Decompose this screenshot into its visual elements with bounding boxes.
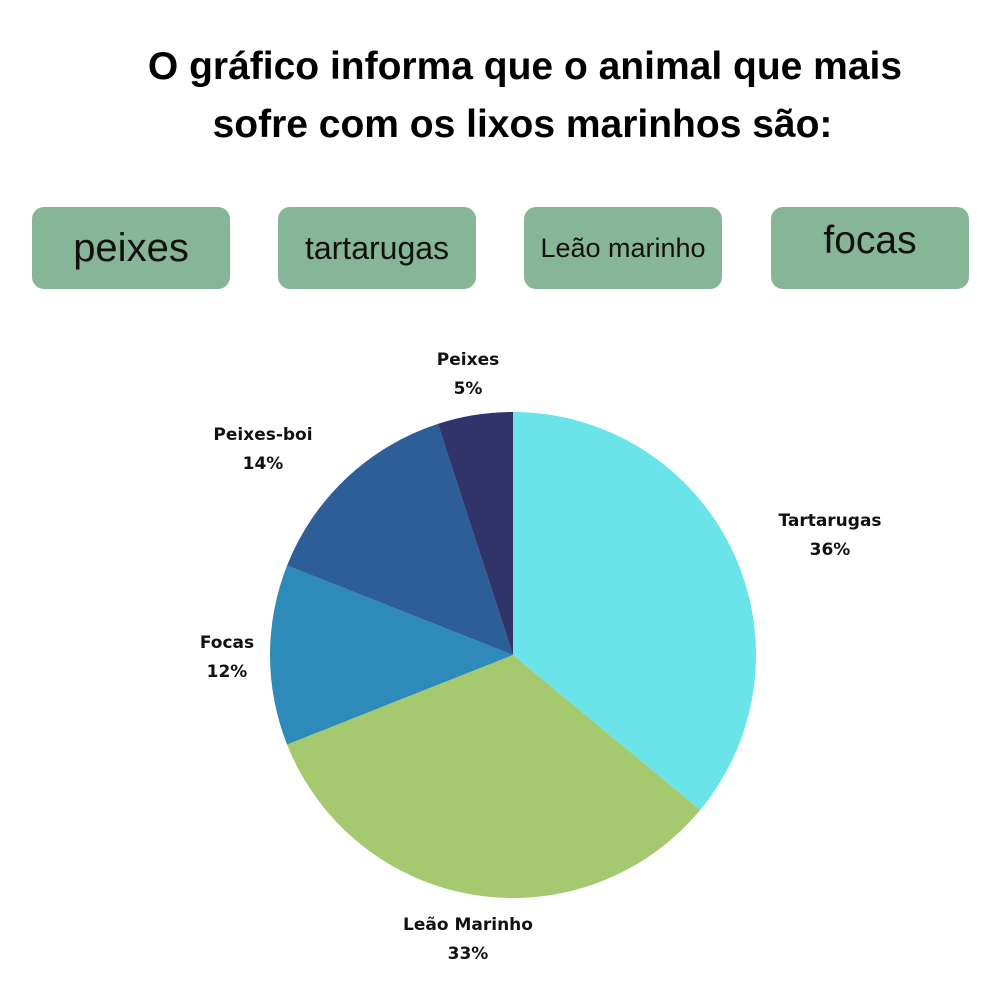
pie-slice-peixes-boi: [287, 423, 513, 655]
option-label: focas: [823, 219, 917, 262]
slice-value-leao-marinho: 33%: [448, 944, 489, 964]
pie-slice-peixes: [437, 412, 513, 655]
option-peixes-button[interactable]: peixes: [32, 207, 230, 289]
option-label: peixes: [73, 225, 189, 270]
slice-label-peixes-boi: Peixes-boi: [213, 425, 312, 445]
option-label: tartarugas: [304, 229, 450, 266]
slice-label-leao-marinho: Leão Marinho: [403, 915, 533, 935]
slice-value-tartarugas: 36%: [810, 540, 851, 560]
question-line-1: O gráfico informa que o animal que mais: [147, 45, 903, 88]
option-tartarugas-button[interactable]: tartarugas: [278, 207, 476, 289]
pie-slice-focas: [269, 565, 513, 745]
slice-value-peixes: 5%: [454, 379, 483, 399]
option-leao-marinho-button[interactable]: Leão marinho: [524, 207, 722, 289]
pie-slice-tartarugas: [513, 412, 756, 810]
slice-value-focas: 12%: [207, 662, 248, 682]
option-focas-button[interactable]: focas: [771, 207, 969, 289]
answer-options: peixes tartarugas Leão marinho focas: [0, 0, 1000, 300]
question-title: O gráfico informa que o animal que mais …: [0, 38, 1000, 154]
pie-slice-leao-marinho: [287, 655, 701, 898]
slice-label-tartarugas: Tartarugas: [778, 511, 881, 531]
slice-label-focas: Focas: [200, 633, 254, 653]
question-line-2: sofre com os lixos marinhos são:: [212, 103, 833, 146]
option-label: Leão marinho: [540, 232, 706, 263]
slice-label-peixes: Peixes: [437, 350, 499, 370]
slice-value-peixes-boi: 14%: [243, 454, 284, 474]
